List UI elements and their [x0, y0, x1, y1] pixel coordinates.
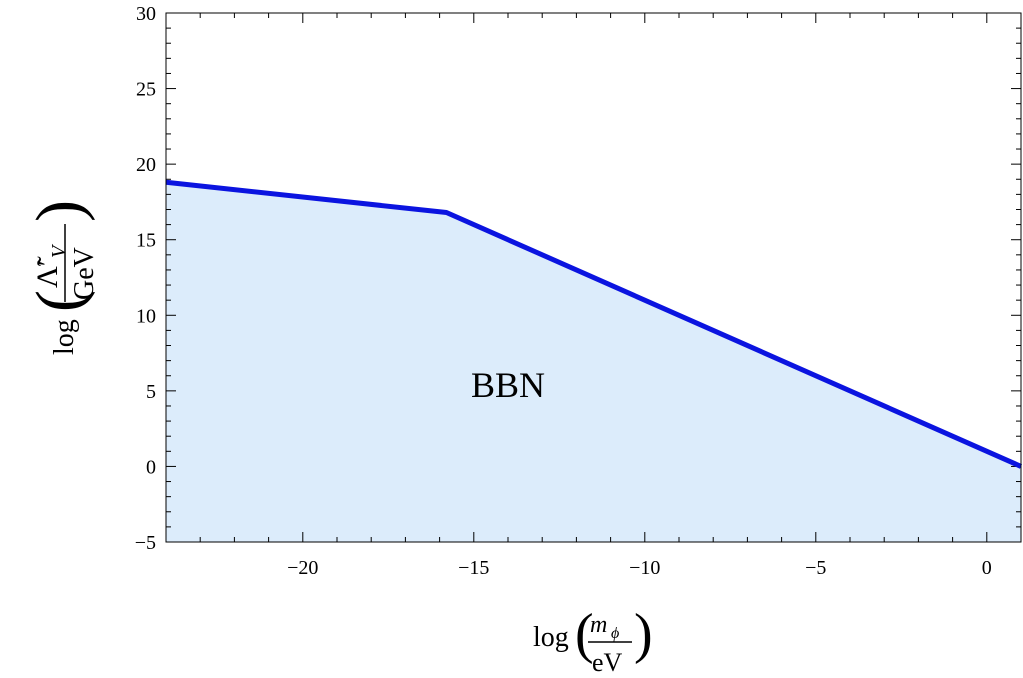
x-axis-title-denominator: eV: [592, 648, 623, 677]
x-axis-title-numerator-sub: ϕ: [611, 625, 619, 642]
y-axis-right-paren: ): [23, 200, 96, 222]
x-tick-label: −20: [287, 557, 318, 579]
y-tick-label: 0: [146, 456, 156, 478]
excluded-region-fill: [166, 182, 1021, 542]
y-tick-label: 25: [136, 79, 156, 101]
x-axis-left-paren: (: [575, 603, 594, 665]
y-axis-title-numerator: Λ̃′: [31, 256, 64, 288]
y-tick-label: 20: [136, 154, 156, 176]
region-label-bbn: BBN: [471, 365, 545, 405]
x-axis-right-paren: ): [634, 603, 653, 665]
x-axis-title-numerator: m: [590, 612, 607, 638]
fill-layer: [166, 182, 1021, 542]
bound-line: [165, 179, 1023, 469]
y-axis-title-numerator-sub: V: [48, 243, 70, 258]
x-tick-label: −15: [458, 557, 489, 579]
y-tick-label: 10: [136, 305, 156, 327]
x-tick-label: 0: [982, 557, 992, 579]
y-tick-label: −5: [135, 532, 156, 554]
y-axis-title-denominator: GeV: [69, 247, 100, 300]
tick-labels: −20 −15 −10 −5 0 −5 0 5 10 15 20 25 30: [135, 3, 992, 579]
y-axis-title: log ( Λ̃′ V GeV ): [23, 200, 100, 355]
y-tick-label: 30: [136, 3, 156, 25]
x-tick-label: −10: [629, 557, 660, 579]
x-axis-title-prefix: log: [533, 622, 569, 653]
line-layer: [165, 179, 1023, 469]
y-tick-label: 5: [146, 381, 156, 403]
y-axis-title-prefix: log: [49, 319, 80, 355]
x-tick-label: −5: [805, 557, 826, 579]
y-axis-left-paren: (: [23, 290, 96, 312]
y-tick-label: 15: [136, 230, 156, 252]
plot-frame: [165, 12, 1022, 543]
x-axis-title: log ( m ϕ eV ): [533, 603, 653, 677]
annotations: BBN: [471, 365, 545, 405]
